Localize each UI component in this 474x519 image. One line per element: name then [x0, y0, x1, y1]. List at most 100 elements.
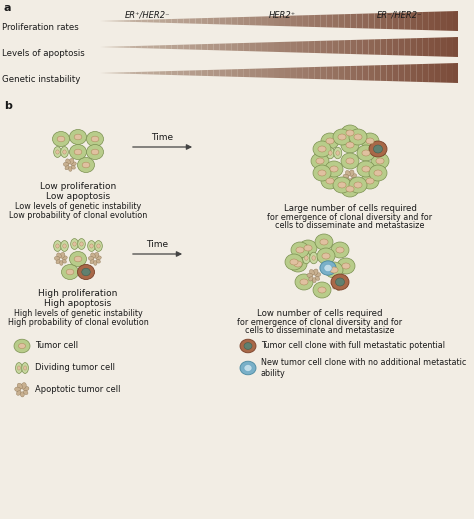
Ellipse shape: [22, 363, 28, 373]
Ellipse shape: [66, 269, 74, 275]
Polygon shape: [183, 71, 190, 75]
Polygon shape: [327, 15, 333, 28]
Text: Low apoptosis: Low apoptosis: [46, 192, 110, 201]
Polygon shape: [237, 69, 243, 77]
Ellipse shape: [330, 267, 338, 273]
Polygon shape: [225, 43, 231, 51]
Polygon shape: [154, 71, 160, 75]
Ellipse shape: [291, 242, 309, 258]
Polygon shape: [356, 66, 363, 80]
Ellipse shape: [346, 158, 354, 164]
Polygon shape: [416, 64, 422, 82]
Ellipse shape: [354, 134, 362, 140]
Ellipse shape: [88, 241, 95, 251]
Ellipse shape: [71, 162, 76, 166]
Polygon shape: [386, 13, 392, 29]
Ellipse shape: [374, 145, 383, 153]
Ellipse shape: [18, 366, 20, 370]
Polygon shape: [452, 37, 458, 57]
Polygon shape: [261, 16, 267, 25]
Ellipse shape: [362, 150, 370, 156]
Polygon shape: [398, 38, 404, 56]
Polygon shape: [452, 11, 458, 31]
Ellipse shape: [357, 145, 375, 161]
Ellipse shape: [60, 252, 65, 258]
Polygon shape: [261, 69, 267, 78]
Ellipse shape: [78, 265, 94, 280]
Polygon shape: [291, 42, 297, 52]
Polygon shape: [351, 66, 356, 80]
Polygon shape: [124, 20, 130, 22]
Ellipse shape: [94, 252, 99, 258]
Ellipse shape: [349, 129, 367, 145]
Polygon shape: [422, 38, 428, 56]
Ellipse shape: [21, 383, 26, 389]
Ellipse shape: [331, 274, 349, 290]
Ellipse shape: [302, 252, 310, 264]
Polygon shape: [249, 69, 255, 77]
Polygon shape: [213, 70, 219, 76]
Ellipse shape: [326, 138, 334, 144]
Ellipse shape: [97, 244, 100, 248]
Polygon shape: [434, 11, 440, 31]
Polygon shape: [434, 37, 440, 57]
Polygon shape: [428, 64, 434, 83]
Polygon shape: [428, 38, 434, 57]
Ellipse shape: [16, 363, 22, 373]
Text: Low probability of clonal evolution: Low probability of clonal evolution: [9, 211, 147, 220]
Polygon shape: [285, 42, 291, 52]
Ellipse shape: [69, 158, 74, 164]
Ellipse shape: [348, 179, 352, 184]
Text: Apoptotic tumor cell: Apoptotic tumor cell: [35, 386, 120, 394]
Ellipse shape: [61, 146, 68, 157]
Polygon shape: [219, 70, 225, 76]
Polygon shape: [404, 64, 410, 81]
Polygon shape: [190, 71, 195, 76]
Ellipse shape: [86, 144, 103, 159]
Polygon shape: [267, 16, 273, 26]
Polygon shape: [183, 45, 190, 49]
Polygon shape: [374, 65, 381, 81]
Ellipse shape: [331, 242, 349, 258]
Polygon shape: [160, 71, 165, 75]
Ellipse shape: [290, 259, 298, 265]
Ellipse shape: [343, 174, 349, 179]
Polygon shape: [291, 16, 297, 26]
Ellipse shape: [351, 177, 356, 181]
Polygon shape: [416, 12, 422, 30]
Text: Large number of cells required: Large number of cells required: [283, 204, 417, 213]
Text: Dividing tumor cell: Dividing tumor cell: [35, 363, 115, 373]
Polygon shape: [398, 12, 404, 30]
Polygon shape: [243, 17, 249, 25]
Ellipse shape: [53, 131, 70, 146]
Polygon shape: [345, 40, 351, 54]
Ellipse shape: [325, 262, 343, 278]
Ellipse shape: [88, 256, 94, 261]
Ellipse shape: [337, 277, 342, 283]
Polygon shape: [279, 16, 285, 26]
Ellipse shape: [74, 149, 82, 155]
Polygon shape: [201, 18, 208, 24]
Ellipse shape: [70, 252, 86, 266]
Polygon shape: [404, 38, 410, 56]
Ellipse shape: [91, 253, 95, 258]
Polygon shape: [315, 15, 321, 27]
Polygon shape: [208, 44, 213, 50]
Ellipse shape: [334, 147, 342, 159]
Ellipse shape: [331, 281, 337, 285]
Ellipse shape: [349, 170, 354, 176]
Ellipse shape: [91, 149, 99, 155]
Polygon shape: [219, 18, 225, 24]
Ellipse shape: [312, 256, 316, 260]
Ellipse shape: [336, 278, 345, 286]
Ellipse shape: [315, 277, 319, 280]
Polygon shape: [142, 46, 148, 48]
Polygon shape: [249, 17, 255, 25]
Ellipse shape: [342, 263, 350, 269]
Polygon shape: [363, 65, 368, 80]
Ellipse shape: [78, 239, 85, 250]
Polygon shape: [124, 72, 130, 74]
Polygon shape: [118, 20, 124, 22]
Polygon shape: [165, 19, 172, 23]
Polygon shape: [195, 18, 201, 24]
